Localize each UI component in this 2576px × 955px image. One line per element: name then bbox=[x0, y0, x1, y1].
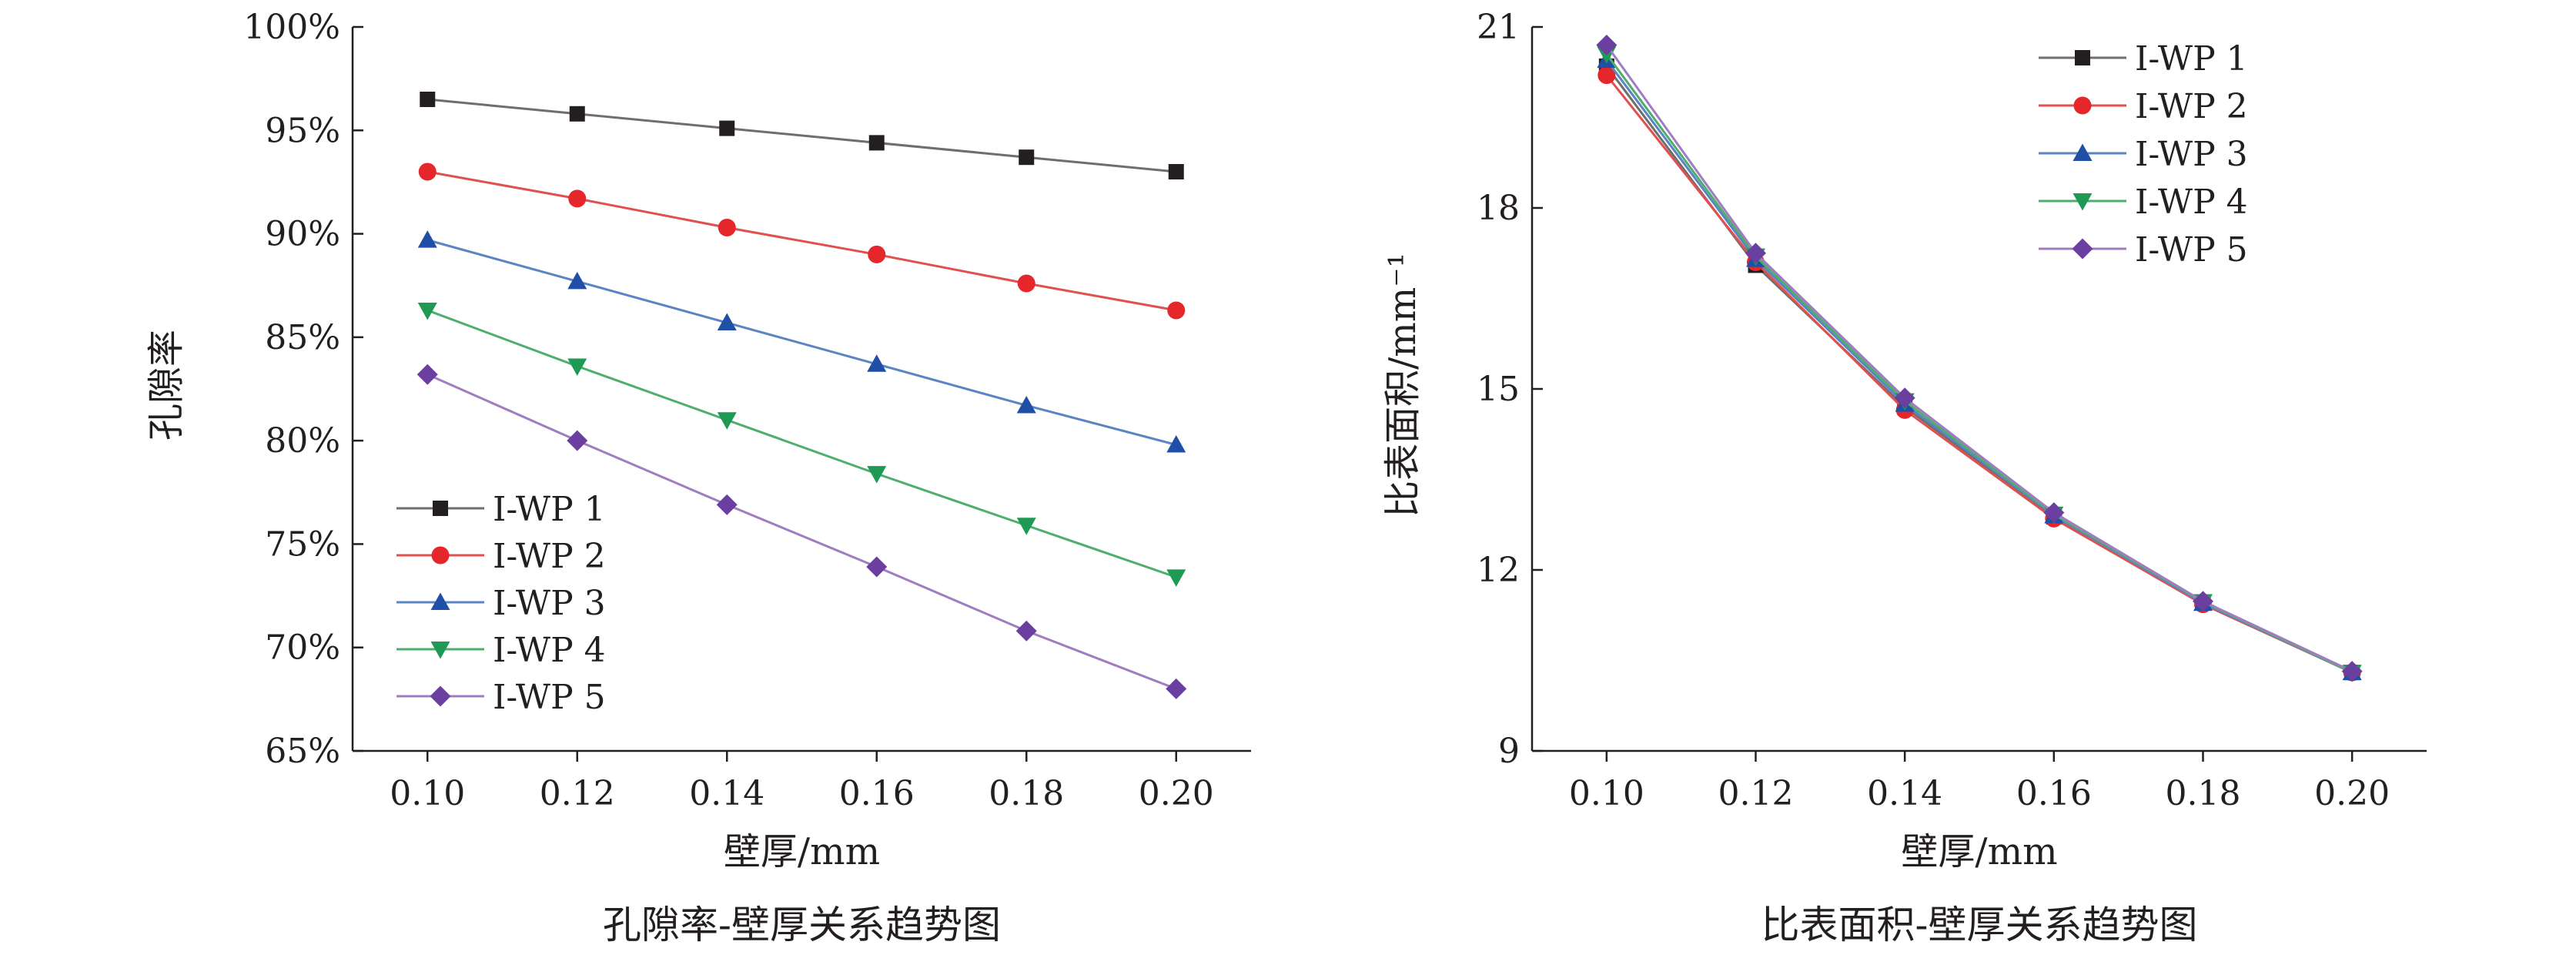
x-tick-label: 0.12 bbox=[540, 774, 615, 813]
y-tick-label: 15 bbox=[1477, 370, 1520, 409]
legend-marker bbox=[430, 642, 450, 659]
data-point-5 bbox=[716, 494, 738, 515]
data-point-4 bbox=[567, 358, 587, 376]
data-point-2 bbox=[1017, 274, 1035, 293]
y-tick-label: 100% bbox=[243, 8, 340, 47]
series-line-2 bbox=[427, 170, 1177, 312]
x-tick-label: 0.20 bbox=[1139, 774, 1214, 813]
data-point-5 bbox=[567, 430, 588, 451]
data-point-5 bbox=[2341, 661, 2363, 682]
legend-marker bbox=[433, 501, 448, 516]
data-point-5 bbox=[417, 364, 438, 385]
data-point-1 bbox=[569, 106, 585, 122]
legend-marker bbox=[430, 685, 451, 707]
x-tick-label: 0.16 bbox=[2016, 774, 2092, 813]
porosity-chart: 65% 70% 75% 80% 85% 90% 95% 100% 0.10 0.12 0.14 0.1… bbox=[145, 8, 1251, 947]
y-axis-title: 比表面积/mm⁻¹ bbox=[1381, 253, 1424, 518]
data-point-5 bbox=[866, 556, 888, 578]
data-point-5 bbox=[1894, 387, 1915, 409]
data-point-2 bbox=[868, 245, 886, 263]
x-tick-label: 0.10 bbox=[1569, 774, 1644, 813]
y-tick-label: 95% bbox=[265, 111, 340, 150]
y-tick-label: 75% bbox=[265, 524, 340, 564]
data-point-2 bbox=[718, 219, 736, 237]
data-point-3 bbox=[567, 271, 587, 290]
y-tick-label: 9 bbox=[1498, 732, 1520, 771]
legend-label: I-WP 5 bbox=[493, 678, 606, 717]
data-point-1 bbox=[719, 120, 735, 136]
data-point-1 bbox=[1168, 164, 1184, 179]
y-tick-label: 21 bbox=[1477, 8, 1520, 47]
data-point-4 bbox=[717, 412, 737, 430]
x-tick-label: 0.14 bbox=[689, 774, 764, 813]
data-point-1 bbox=[420, 92, 436, 107]
chart-caption: 孔隙率-壁厚关系趋势图 bbox=[603, 903, 1001, 947]
y-tick-label: 70% bbox=[265, 628, 340, 668]
specific-surface-chart: 9 12 15 18 21 0.10 0.12 0.14 0.16 0.18 0.20 比表面积/mm… bbox=[1381, 8, 2427, 947]
data-point-4 bbox=[1016, 518, 1036, 535]
data-point-4 bbox=[1166, 569, 1186, 587]
legend-marker bbox=[2072, 238, 2093, 260]
legend-label: I-WP 5 bbox=[2135, 230, 2248, 270]
x-tick-label: 0.12 bbox=[1718, 774, 1794, 813]
data-point-5 bbox=[1745, 243, 1766, 264]
data-point-5 bbox=[2193, 591, 2213, 612]
data-point-3 bbox=[1016, 395, 1036, 414]
series-line-5 bbox=[1605, 44, 2353, 672]
data-point-2 bbox=[418, 163, 437, 181]
x-tick-label: 0.18 bbox=[989, 774, 1064, 813]
y-tick-label: 18 bbox=[1477, 189, 1520, 228]
x-tick-label: 0.16 bbox=[839, 774, 915, 813]
data-point-5 bbox=[2043, 502, 2065, 524]
data-point-4 bbox=[867, 466, 887, 484]
y-tick-label: 65% bbox=[265, 732, 340, 771]
data-point-2 bbox=[1167, 301, 1186, 320]
legend-label: I-WP 1 bbox=[2135, 39, 2248, 79]
x-axis-title: 壁厚/mm bbox=[1901, 830, 2057, 873]
x-tick-label: 0.10 bbox=[390, 774, 465, 813]
legend-marker bbox=[2073, 143, 2093, 161]
x-axis-title: 壁厚/mm bbox=[724, 830, 880, 873]
y-axis-title: 孔隙率 bbox=[145, 330, 188, 441]
legend-marker bbox=[2075, 50, 2090, 65]
data-point-2 bbox=[1597, 66, 1616, 85]
legend-marker bbox=[2073, 96, 2092, 115]
data-point-3 bbox=[1166, 435, 1186, 453]
x-tick-label: 0.18 bbox=[2166, 774, 2241, 813]
data-point-2 bbox=[568, 189, 587, 208]
data-point-4 bbox=[417, 302, 437, 320]
x-tick-label: 0.20 bbox=[2314, 774, 2390, 813]
data-point-3 bbox=[717, 313, 737, 331]
series-line-4 bbox=[427, 309, 1177, 578]
legend-label: I-WP 3 bbox=[493, 584, 606, 623]
y-tick-label: 90% bbox=[265, 215, 340, 254]
y-tick-label: 85% bbox=[265, 318, 340, 357]
legend-label: I-WP 1 bbox=[493, 490, 606, 529]
legend-label: I-WP 4 bbox=[2135, 183, 2248, 222]
chart-caption: 比表面积-壁厚关系趋势图 bbox=[1761, 903, 2198, 947]
data-point-5 bbox=[1015, 620, 1037, 642]
legend-marker bbox=[430, 592, 450, 610]
series-line-3 bbox=[427, 239, 1177, 446]
legend-marker bbox=[2073, 193, 2093, 211]
legend-label: I-WP 2 bbox=[493, 537, 606, 576]
data-point-1 bbox=[1019, 149, 1035, 166]
legend-label: I-WP 4 bbox=[493, 631, 606, 670]
y-tick-label: 12 bbox=[1477, 551, 1520, 590]
x-tick-label: 0.14 bbox=[1867, 774, 1942, 813]
legend-label: I-WP 3 bbox=[2135, 135, 2248, 174]
data-point-3 bbox=[867, 354, 887, 372]
legend-label: I-WP 2 bbox=[2135, 87, 2248, 126]
data-point-5 bbox=[1596, 35, 1618, 55]
data-point-1 bbox=[868, 135, 885, 151]
data-point-5 bbox=[1166, 678, 1187, 699]
series-line-5 bbox=[427, 373, 1177, 690]
series-line-1 bbox=[427, 98, 1176, 173]
y-tick-label: 80% bbox=[265, 421, 340, 461]
legend-marker bbox=[431, 546, 450, 565]
data-point-3 bbox=[417, 230, 437, 248]
